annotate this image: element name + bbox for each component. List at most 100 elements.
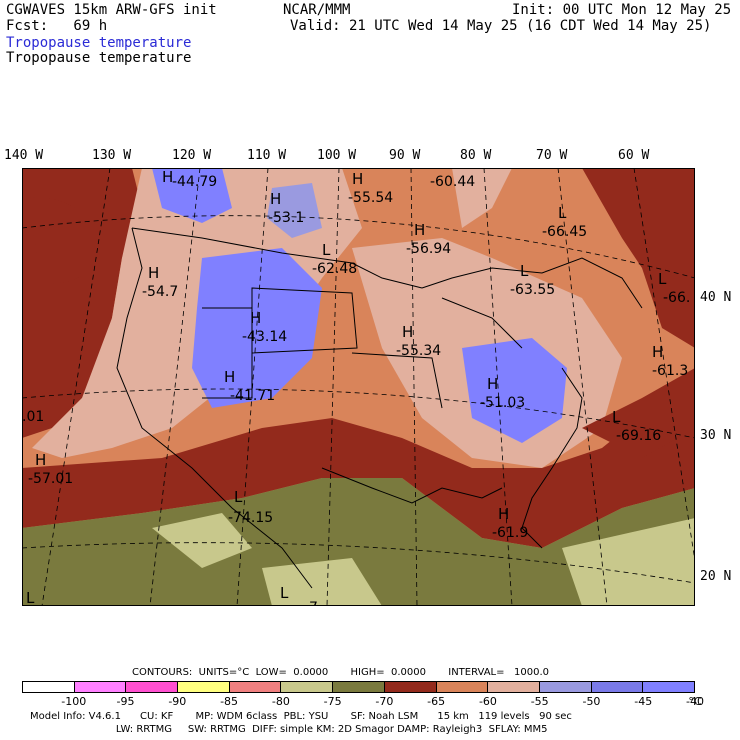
shade-dark-red-northeast xyxy=(582,168,695,348)
center-value: -54.7 xyxy=(142,284,178,300)
colorbar-tick-label: -60 xyxy=(478,695,497,708)
colorbar-swatch xyxy=(229,682,282,692)
colorbar-swatch xyxy=(643,682,694,692)
lat-label: 20 N xyxy=(700,569,732,584)
model-title: CGWAVES 15km ARW-GFS init xyxy=(6,2,217,18)
center-name: NCAR/MMM xyxy=(283,2,351,18)
center-value: .01 xyxy=(22,409,44,425)
lon-label: 60 W xyxy=(618,148,650,163)
center-value: -41.71 xyxy=(230,388,275,404)
center-value: -66.45 xyxy=(542,224,587,240)
shade-lavender-north xyxy=(267,183,322,238)
shade-blue-rockies xyxy=(192,248,322,408)
center-value: -61.9 xyxy=(492,525,528,541)
colorbar-tick-label: -95 xyxy=(116,695,135,708)
center-value: -66. xyxy=(663,290,690,306)
center-letter: L xyxy=(234,488,243,506)
center-value: -60.44 xyxy=(430,174,475,190)
center-value: -53.1 xyxy=(268,210,304,226)
center-value: -74.15 xyxy=(228,510,273,526)
shade-dark-red-south xyxy=(22,368,695,548)
colorbar-swatch xyxy=(178,682,230,692)
colorbar-swatch xyxy=(488,682,540,692)
colorbar-swatch xyxy=(23,682,75,692)
colorbar-tick-label: -80 xyxy=(271,695,290,708)
shade-pink-north xyxy=(452,168,512,228)
model-info-line: Model Info: V4.6.1 CU: KF MP: WDM 6class… xyxy=(30,711,572,722)
colorbar xyxy=(22,681,695,693)
forecast-hour: Fcst: 69 h xyxy=(6,18,108,34)
center-value: -62.48 xyxy=(312,261,357,277)
colorbar-swatch xyxy=(74,682,127,692)
center-letter: L xyxy=(26,589,35,606)
colorbar-tick-label: -45 xyxy=(634,695,653,708)
shade-olive-south xyxy=(22,478,695,606)
lon-label: 130 W xyxy=(92,148,132,163)
lat-label: 30 N xyxy=(700,428,732,443)
center-letter: H xyxy=(487,375,498,393)
lon-label: 90 W xyxy=(389,148,421,163)
boundaries xyxy=(116,227,643,589)
pressure-center-labels: H -44.79 H -55.54 -60.44 H -53.1 L -66.4… xyxy=(22,168,690,606)
field-title-contour: Tropopause temperature xyxy=(6,50,192,66)
center-value: -56.94 xyxy=(406,241,451,257)
lon-label: 100 W xyxy=(317,148,357,163)
center-letter: L xyxy=(322,241,331,259)
center-letter: L xyxy=(280,584,289,602)
center-value: -51.03 xyxy=(480,395,525,411)
center-value: -63.55 xyxy=(510,282,555,298)
colorbar-swatch xyxy=(539,682,592,692)
shade-dark-red-pacific xyxy=(27,197,100,284)
center-letter: H xyxy=(402,323,413,341)
colorbar-swatch xyxy=(436,682,489,692)
shade-khaki-pacific xyxy=(262,558,382,606)
center-value: -55.34 xyxy=(396,343,441,359)
center-value: -57.01 xyxy=(28,471,73,487)
colorbar-tick-label: -75 xyxy=(323,695,342,708)
center-value: -44.79 xyxy=(172,174,217,190)
center-letter: H xyxy=(414,221,425,239)
colorbar-tick-label: -90 xyxy=(168,695,187,708)
colorbar-tick-label: -85 xyxy=(220,695,239,708)
colorbar-tick-label: -55 xyxy=(530,695,549,708)
center-letter: H xyxy=(35,451,46,469)
center-value: -55.54 xyxy=(348,190,393,206)
center-value: -69.16 xyxy=(616,428,661,444)
tropopause-temperature-map: H -44.79 H -55.54 -60.44 H -53.1 L -66.4… xyxy=(22,168,695,606)
colorbar-tick-label: -70 xyxy=(375,695,394,708)
init-time: Init: 00 UTC Mon 12 May 25 xyxy=(512,2,732,18)
center-letter: L xyxy=(658,270,667,288)
shade-khaki-mexico xyxy=(152,513,252,568)
center-letter: H xyxy=(652,343,663,361)
colorbar-tick-label: -100 xyxy=(61,695,87,708)
colorbar-swatch xyxy=(333,682,385,692)
colorbar-swatch xyxy=(281,682,334,692)
center-value: -61.3 xyxy=(652,363,688,379)
lon-label: 110 W xyxy=(247,148,287,163)
lon-label: 70 W xyxy=(536,148,568,163)
shade-khaki-caribbean xyxy=(562,518,695,606)
valid-time: Valid: 21 UTC Wed 14 May 25 (16 CDT Wed … xyxy=(290,18,712,34)
center-letter: H xyxy=(224,368,235,386)
center-letter: H xyxy=(498,505,509,523)
shade-dark-red-atlantic xyxy=(582,368,695,458)
lon-label: 140 W xyxy=(4,148,44,163)
colorbar-tick-label: -40 xyxy=(686,695,704,708)
colorbar-swatch xyxy=(384,682,437,692)
physics-info-line: LW: RRTMG SW: RRTMG DIFF: simple KM: 2D … xyxy=(30,724,548,735)
shade-blue-northwest xyxy=(152,168,232,223)
field-title-shaded: Tropopause temperature xyxy=(6,35,192,51)
graticule xyxy=(22,168,695,606)
center-value: -7 xyxy=(304,600,318,606)
center-letter: H xyxy=(352,170,363,188)
center-letter: L xyxy=(558,204,567,222)
colorbar-tick-label: -65 xyxy=(427,695,446,708)
colorbar-tick-label: -50 xyxy=(582,695,601,708)
center-letter: H xyxy=(162,168,173,186)
center-letter: L xyxy=(612,408,621,426)
center-value: -43.14 xyxy=(242,329,287,345)
lon-label: 80 W xyxy=(460,148,492,163)
center-letter: H xyxy=(250,309,261,327)
map-frame xyxy=(22,168,695,606)
colorbar-swatch xyxy=(126,682,179,692)
